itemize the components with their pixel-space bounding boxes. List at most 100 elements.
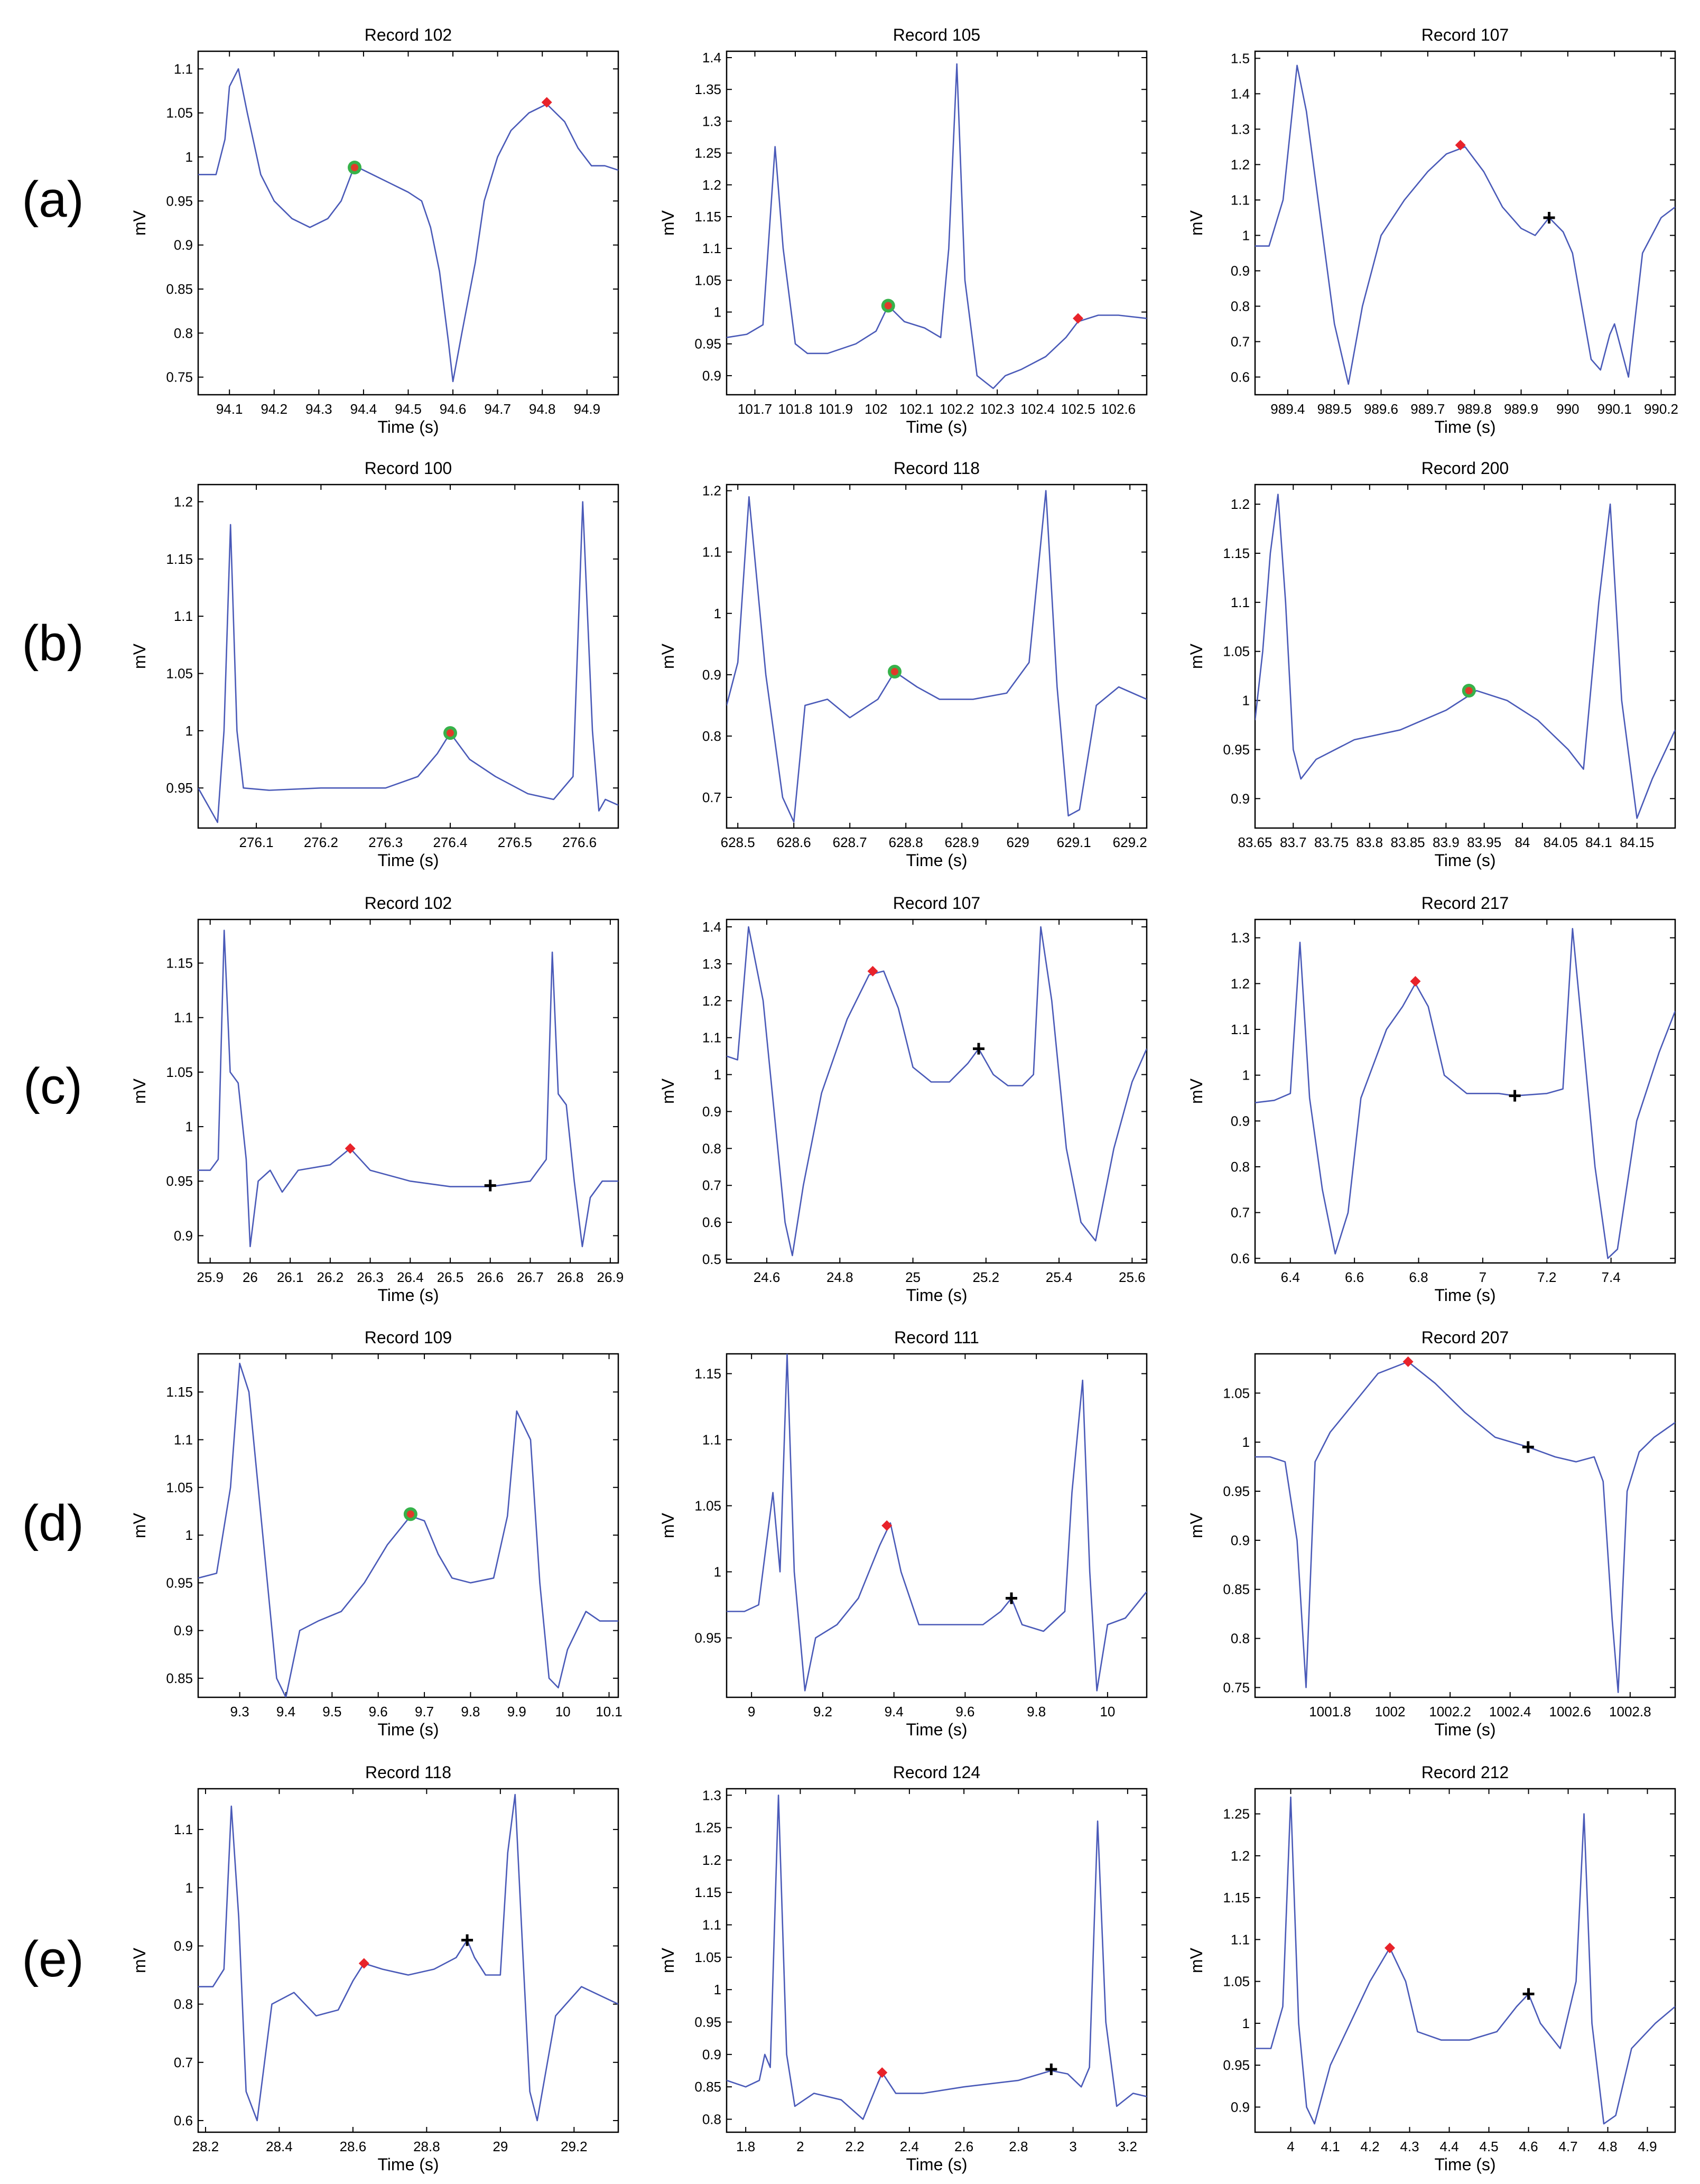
plot-frame [197,50,619,396]
red-diamond-marker [1455,140,1466,151]
x-tick-label: 989.5 [1317,401,1352,417]
y-tick-label: 1.1 [174,608,193,624]
x-tick-label: 83.8 [1357,834,1383,850]
x-tick-label: 83.95 [1467,834,1501,850]
y-tick-label: 1.1 [702,1030,721,1046]
y-tick-label: 0.95 [166,780,193,796]
x-tick-label: 26.2 [317,1269,344,1285]
y-tick-label: 1.05 [694,272,721,288]
y-tick-label: 0.95 [166,193,193,209]
y-tick-label: 0.8 [702,2111,721,2127]
y-tick-label: 0.7 [702,1177,721,1193]
y-axis-label: mV [130,1078,149,1104]
chart-panel: Record 109 9.3 9.4 9.5 9.6 9.7 9.8 9.9 10 10.1 0.8… [130,1328,623,1739]
y-tick-label: 0.7 [1231,1205,1250,1221]
y-tick-label: 1 [1242,1434,1250,1450]
y-tick-label: 1.1 [702,1432,721,1448]
x-axis-label: Time (s) [906,1286,967,1305]
plot-frame [197,484,619,829]
y-tick-label: 0.95 [166,1173,193,1189]
y-tick-label: 0.8 [702,1140,721,1156]
x-tick-label: 26.9 [597,1269,624,1285]
x-tick-label: 2 [796,2139,804,2154]
red-diamond-marker [1402,1356,1414,1367]
x-tick-label: 101.8 [778,401,812,417]
x-tick-label: 4 [1287,2139,1294,2154]
y-tick-label: 1 [1242,227,1250,243]
y-tick-label: 1.3 [702,956,721,972]
y-tick-label: 1.15 [166,1384,193,1400]
x-tick-label: 1001.8 [1309,1704,1351,1720]
x-tick-label: 3.2 [1118,2139,1137,2154]
red-diamond-marker [345,1143,356,1154]
y-tick-label: 0.8 [174,325,193,341]
ecg-series-line [198,930,618,1248]
x-tick-label: 84 [1515,834,1530,850]
y-tick-label: 0.9 [1231,263,1250,278]
x-tick-label: 26.5 [437,1269,464,1285]
y-axis-label: mV [130,1512,149,1538]
x-tick-label: 4.1 [1321,2139,1340,2154]
y-tick-label: 0.95 [694,2014,721,2030]
y-tick-label: 1.05 [166,1064,193,1080]
y-tick-label: 0.9 [174,1938,193,1954]
x-tick-label: 2.8 [1009,2139,1028,2154]
y-tick-label: 1.05 [1223,1974,1250,1990]
ecg-series-line [1255,928,1675,1259]
row-label-c: (c) [23,1058,82,1114]
chart-panel: Record 107 24.6 24.8 25 25.2 25.4 25.6 0.5 0.6 0.… [658,894,1148,1305]
ecg-series-line [727,63,1147,389]
y-tick-label: 1.25 [1223,1806,1250,1822]
black-plus-marker [1005,1592,1017,1604]
x-tick-label: 989.9 [1504,401,1538,417]
y-tick-label: 1.25 [694,145,721,161]
y-axis-label: mV [658,1512,677,1538]
x-tick-label: 83.65 [1238,834,1272,850]
red-diamond-marker [877,2067,888,2078]
y-tick-label: 0.9 [702,1103,721,1119]
x-tick-label: 84.05 [1544,834,1578,850]
x-tick-label: 83.75 [1314,834,1349,850]
x-tick-label: 2.6 [954,2139,973,2154]
green-circle-marker-center [1465,687,1473,694]
y-tick-label: 0.7 [702,789,721,805]
plot-frame [1254,918,1676,1264]
x-tick-label: 25.4 [1046,1269,1073,1285]
x-tick-label: 1002.4 [1489,1704,1531,1720]
chart-panel: Record 102 25.9 26 26.1 26.2 26.3 26.4 26.5 26.6… [130,894,624,1305]
x-tick-label: 628.7 [833,834,867,850]
x-tick-label: 94.2 [261,401,287,417]
x-tick-label: 9.8 [1027,1704,1046,1720]
x-tick-label: 4.7 [1558,2139,1577,2154]
x-tick-label: 628.8 [889,834,923,850]
y-tick-label: 0.6 [1231,1250,1250,1266]
y-tick-label: 1.1 [174,61,193,77]
x-tick-label: 276.6 [562,834,597,850]
y-tick-label: 0.8 [1231,298,1250,314]
y-tick-label: 1 [185,723,193,739]
x-tick-label: 25.6 [1119,1269,1146,1285]
y-axis-label: mV [130,643,149,669]
y-tick-label: 1.15 [694,209,721,225]
green-circle-marker-center [406,1510,414,1518]
x-tick-label: 9.6 [369,1704,388,1720]
y-tick-label: 1.2 [702,483,721,499]
x-tick-label: 629 [1007,834,1029,850]
x-tick-label: 24.6 [754,1269,781,1285]
ecg-series-line [198,68,618,383]
y-tick-label: 1.1 [1231,1021,1250,1037]
chart-title: Record 118 [365,1763,451,1782]
x-tick-label: 9.3 [230,1704,249,1720]
y-tick-label: 1.3 [1231,121,1250,137]
y-tick-label: 1.4 [702,50,721,66]
x-tick-label: 1002 [1375,1704,1406,1720]
y-tick-label: 1 [1242,1067,1250,1083]
y-tick-label: 1.1 [1231,192,1250,208]
y-tick-label: 1.5 [1231,50,1250,66]
x-tick-label: 3 [1069,2139,1076,2154]
y-tick-label: 1 [1242,693,1250,709]
ecg-series-line [727,926,1147,1257]
y-tick-label: 0.85 [1223,1582,1250,1597]
red-diamond-marker [541,97,552,108]
y-tick-label: 1.15 [166,955,193,971]
